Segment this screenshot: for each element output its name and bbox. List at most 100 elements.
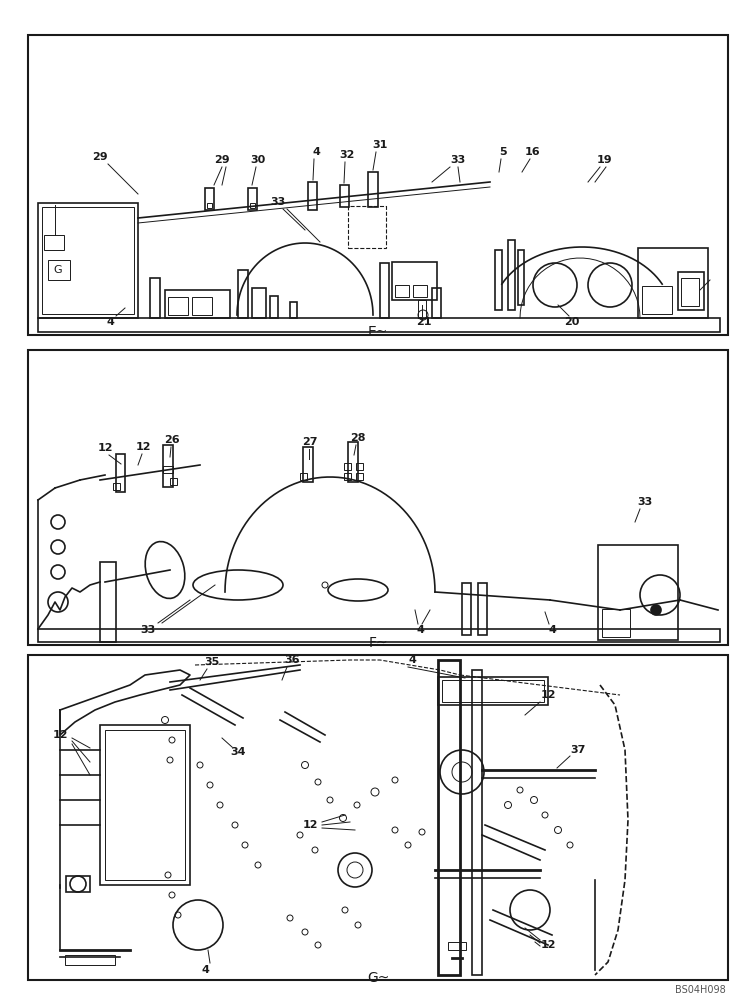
Text: 19: 19 [597, 155, 613, 165]
Text: 30: 30 [250, 155, 265, 165]
Bar [28, 350, 728, 645]
Text: 34: 34 [231, 747, 246, 757]
Text: 12: 12 [135, 442, 150, 452]
Bar [642, 286, 672, 314]
Text: 12: 12 [302, 820, 318, 830]
Bar [150, 278, 160, 318]
Text: 37: 37 [570, 745, 586, 755]
Bar [348, 206, 386, 248]
Bar [163, 445, 173, 487]
Bar [308, 182, 317, 210]
Bar [472, 670, 482, 975]
Bar [100, 562, 116, 642]
Bar [38, 629, 720, 642]
Bar [344, 463, 351, 470]
Bar [432, 288, 441, 318]
Bar [395, 285, 409, 297]
Text: 28: 28 [350, 433, 366, 443]
Bar [442, 680, 544, 702]
Text: G~: G~ [367, 971, 389, 985]
Bar [508, 240, 515, 310]
Text: 12: 12 [52, 730, 68, 740]
Bar [207, 203, 212, 208]
Text: 5: 5 [499, 147, 507, 157]
Bar [163, 466, 173, 473]
Text: 33: 33 [271, 197, 286, 207]
Bar [678, 272, 704, 310]
Bar [205, 188, 214, 210]
Text: F~: F~ [368, 636, 388, 650]
Bar [113, 483, 120, 490]
Bar [448, 942, 466, 950]
Bar [344, 473, 351, 480]
Text: 4: 4 [312, 147, 320, 157]
Bar [28, 35, 728, 335]
Text: 33: 33 [451, 155, 466, 165]
Bar [348, 442, 358, 482]
Text: E~: E~ [368, 325, 388, 339]
Text: 35: 35 [204, 657, 220, 667]
Bar [270, 296, 278, 318]
Bar [66, 876, 90, 892]
Bar [44, 235, 64, 250]
Bar [303, 447, 313, 482]
Bar [438, 677, 548, 705]
Bar [192, 297, 212, 315]
Text: 12: 12 [98, 443, 113, 453]
Text: G: G [54, 265, 62, 275]
Text: 33: 33 [141, 625, 156, 635]
Text: 4: 4 [408, 655, 416, 665]
Bar [356, 463, 363, 470]
Bar [105, 730, 185, 880]
Bar [495, 250, 502, 310]
Bar [28, 655, 728, 980]
Bar [478, 583, 487, 635]
Text: 29: 29 [92, 152, 108, 162]
Bar [250, 203, 255, 208]
Text: 4: 4 [548, 625, 556, 635]
Bar [165, 290, 230, 318]
Bar [392, 262, 437, 300]
Text: 32: 32 [339, 150, 355, 160]
Bar [38, 203, 138, 318]
Bar [413, 285, 427, 297]
Text: 12: 12 [541, 690, 556, 700]
Bar [598, 545, 678, 640]
Bar [65, 955, 115, 965]
Bar [602, 609, 630, 637]
Text: 33: 33 [637, 497, 652, 507]
Text: 27: 27 [302, 437, 318, 447]
Bar [116, 454, 125, 492]
Text: 16: 16 [525, 147, 541, 157]
Text: 12: 12 [541, 940, 556, 950]
Bar [638, 248, 708, 318]
Bar [100, 725, 190, 885]
Text: 4: 4 [201, 965, 209, 975]
Bar [42, 207, 134, 314]
Bar [168, 297, 188, 315]
Bar [418, 300, 426, 318]
Text: 4: 4 [416, 625, 424, 635]
Bar [38, 318, 720, 332]
Text: 36: 36 [284, 655, 299, 665]
Bar [170, 478, 177, 485]
Text: 26: 26 [164, 435, 180, 445]
Bar [438, 660, 460, 975]
Bar [290, 302, 297, 318]
Text: 31: 31 [372, 140, 388, 150]
Bar [356, 473, 363, 480]
Bar [48, 260, 70, 280]
Text: 21: 21 [417, 317, 432, 327]
Text: BS04H098: BS04H098 [674, 985, 725, 995]
Circle shape [651, 605, 661, 615]
Bar [340, 185, 349, 207]
Text: 20: 20 [564, 317, 580, 327]
Bar [238, 270, 248, 318]
Bar [518, 250, 524, 305]
Bar [368, 172, 378, 207]
Bar [248, 188, 257, 210]
Bar [300, 473, 307, 480]
Text: 29: 29 [214, 155, 230, 165]
Text: 4: 4 [106, 317, 114, 327]
Bar [380, 263, 389, 318]
